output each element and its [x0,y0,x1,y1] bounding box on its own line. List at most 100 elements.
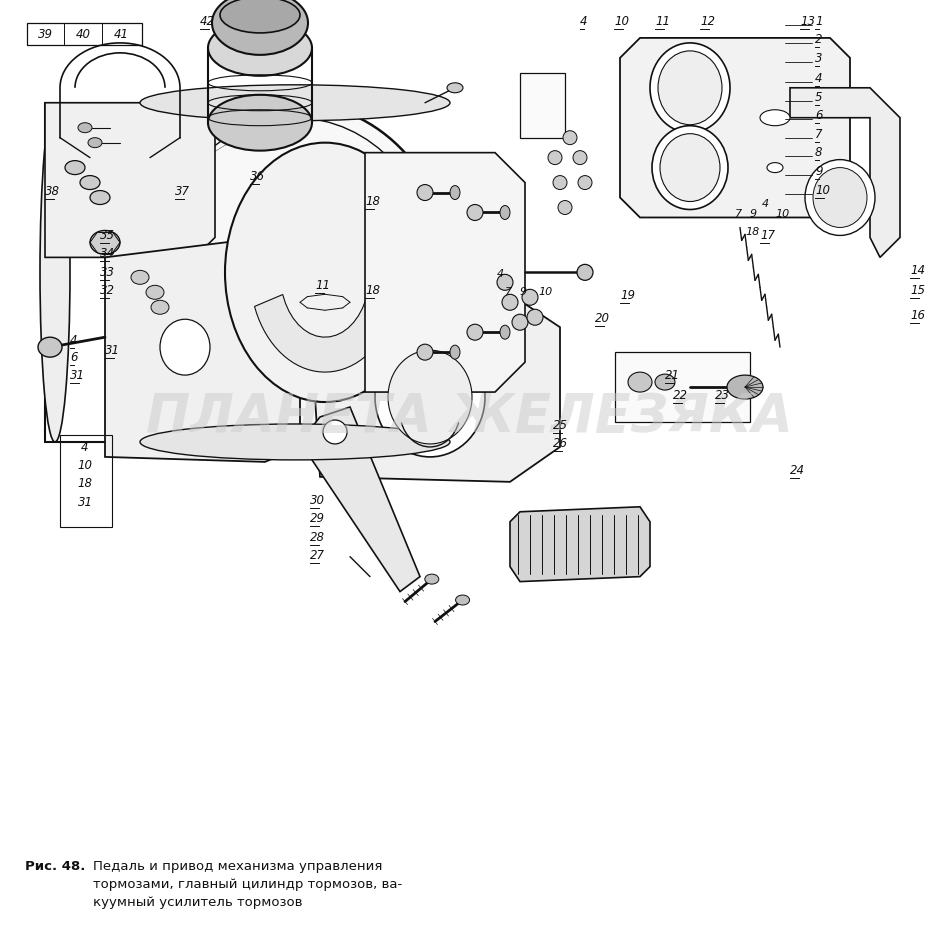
Ellipse shape [375,337,485,457]
Ellipse shape [450,185,460,200]
Ellipse shape [500,325,510,339]
Ellipse shape [727,375,763,399]
Ellipse shape [417,184,433,200]
Ellipse shape [212,0,308,55]
Text: 34: 34 [100,247,115,260]
Text: 29: 29 [310,512,325,524]
Ellipse shape [563,131,577,144]
Text: 4: 4 [580,15,587,28]
Text: 10: 10 [815,183,830,197]
Text: 20: 20 [595,313,610,325]
Text: 22: 22 [673,390,688,402]
Text: 7: 7 [735,209,742,219]
Ellipse shape [208,20,312,76]
Ellipse shape [522,290,538,305]
Ellipse shape [146,285,164,299]
Ellipse shape [467,204,483,220]
Text: ПЛАНЕТА ЖЕЛЕЗЯКА: ПЛАНЕТА ЖЕЛЕЗЯКА [145,391,793,443]
Ellipse shape [78,123,92,133]
Ellipse shape [650,43,730,133]
Text: 33: 33 [100,266,115,279]
Ellipse shape [655,374,675,390]
Ellipse shape [323,420,347,444]
Text: 4: 4 [497,270,504,279]
Polygon shape [105,238,300,462]
Text: 6: 6 [70,352,78,364]
Text: 9: 9 [815,164,823,178]
Polygon shape [45,103,215,257]
Ellipse shape [628,372,652,392]
Ellipse shape [88,138,102,147]
Ellipse shape [450,345,460,359]
Ellipse shape [548,151,562,164]
Ellipse shape [425,574,439,584]
Text: Педаль и привод механизма управления: Педаль и привод механизма управления [93,860,383,873]
Polygon shape [620,38,850,218]
Text: Рис. 48.: Рис. 48. [25,860,85,873]
Ellipse shape [90,191,110,204]
Text: 5: 5 [815,91,823,104]
Polygon shape [450,193,505,352]
Text: 10: 10 [78,459,93,472]
Text: 15: 15 [910,284,925,297]
Text: 32: 32 [100,284,115,297]
Ellipse shape [527,310,543,325]
Ellipse shape [140,424,450,460]
Ellipse shape [553,176,567,190]
Text: 3: 3 [815,52,823,65]
Text: 30: 30 [310,494,325,506]
Text: тормозами, главный цилиндр тормозов, ва-: тормозами, главный цилиндр тормозов, ва- [93,878,402,891]
Text: 6: 6 [815,108,823,122]
Bar [520,73,565,138]
Ellipse shape [388,351,472,444]
Text: 10: 10 [538,287,552,297]
Ellipse shape [502,294,518,311]
Text: 42: 42 [200,15,215,28]
Ellipse shape [38,337,62,357]
Text: 31: 31 [78,496,93,509]
Ellipse shape [813,167,867,227]
Ellipse shape [90,231,120,255]
Text: 2: 2 [815,33,823,46]
Text: 18: 18 [78,477,93,490]
Text: 31: 31 [105,344,120,357]
Text: 18: 18 [365,284,380,297]
Text: 13: 13 [800,15,815,28]
Text: 7: 7 [815,127,823,141]
Text: 17: 17 [760,229,775,242]
Text: 10: 10 [614,15,629,28]
Text: 11: 11 [315,279,330,293]
Text: 40: 40 [75,28,90,41]
Text: 12: 12 [700,15,715,28]
Ellipse shape [805,160,875,236]
Text: 37: 37 [175,184,190,198]
Text: 19: 19 [620,290,635,302]
Ellipse shape [208,95,312,151]
Ellipse shape [151,300,169,314]
Bar [615,352,750,422]
Text: куумный усилитель тормозов: куумный усилитель тормозов [93,896,302,909]
Ellipse shape [65,161,85,175]
Text: 14: 14 [910,264,925,277]
Text: 4: 4 [815,72,823,85]
Text: 28: 28 [310,531,325,543]
Ellipse shape [467,324,483,340]
Ellipse shape [497,275,513,291]
Ellipse shape [220,0,300,33]
Text: 18: 18 [365,195,380,207]
Ellipse shape [577,264,593,280]
Text: 4: 4 [70,334,78,347]
Ellipse shape [456,595,470,605]
Ellipse shape [225,142,425,402]
Text: 35: 35 [100,229,115,242]
Ellipse shape [500,205,510,219]
Text: 31: 31 [70,370,85,382]
Text: 21: 21 [665,370,680,382]
Text: 9: 9 [520,287,527,297]
Ellipse shape [40,103,70,442]
Text: 23: 23 [715,390,730,402]
Text: 10: 10 [775,209,789,219]
Polygon shape [300,407,420,592]
Ellipse shape [140,103,450,442]
Text: 39: 39 [38,28,53,41]
